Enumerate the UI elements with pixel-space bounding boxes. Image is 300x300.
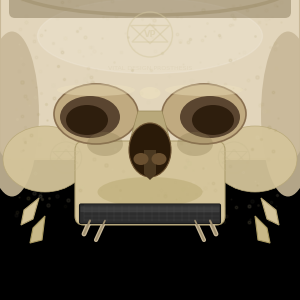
Polygon shape — [261, 198, 279, 225]
Ellipse shape — [0, 32, 39, 196]
Ellipse shape — [54, 84, 138, 144]
Text: VP: VP — [144, 30, 156, 39]
Polygon shape — [30, 216, 45, 243]
FancyBboxPatch shape — [0, 0, 300, 159]
Ellipse shape — [177, 132, 213, 156]
FancyBboxPatch shape — [80, 206, 220, 212]
Ellipse shape — [57, 84, 135, 96]
FancyBboxPatch shape — [75, 141, 225, 225]
Polygon shape — [144, 150, 156, 180]
Ellipse shape — [152, 153, 166, 165]
Ellipse shape — [162, 84, 246, 144]
FancyBboxPatch shape — [80, 204, 220, 224]
Ellipse shape — [87, 132, 123, 156]
Ellipse shape — [66, 105, 108, 135]
Polygon shape — [21, 198, 39, 225]
Ellipse shape — [3, 126, 87, 192]
Ellipse shape — [38, 0, 262, 74]
Ellipse shape — [129, 123, 171, 177]
Polygon shape — [255, 216, 270, 243]
Ellipse shape — [60, 96, 120, 138]
Ellipse shape — [180, 96, 240, 138]
Ellipse shape — [38, 0, 262, 74]
Ellipse shape — [140, 87, 160, 99]
Ellipse shape — [134, 153, 148, 165]
Ellipse shape — [98, 177, 202, 207]
Ellipse shape — [165, 84, 243, 96]
Ellipse shape — [261, 32, 300, 196]
Text: VITAL DESIGN PROSTHESIS: VITAL DESIGN PROSTHESIS — [108, 67, 192, 71]
FancyBboxPatch shape — [9, 0, 291, 18]
Ellipse shape — [192, 105, 234, 135]
Ellipse shape — [213, 126, 297, 192]
Polygon shape — [129, 111, 171, 144]
